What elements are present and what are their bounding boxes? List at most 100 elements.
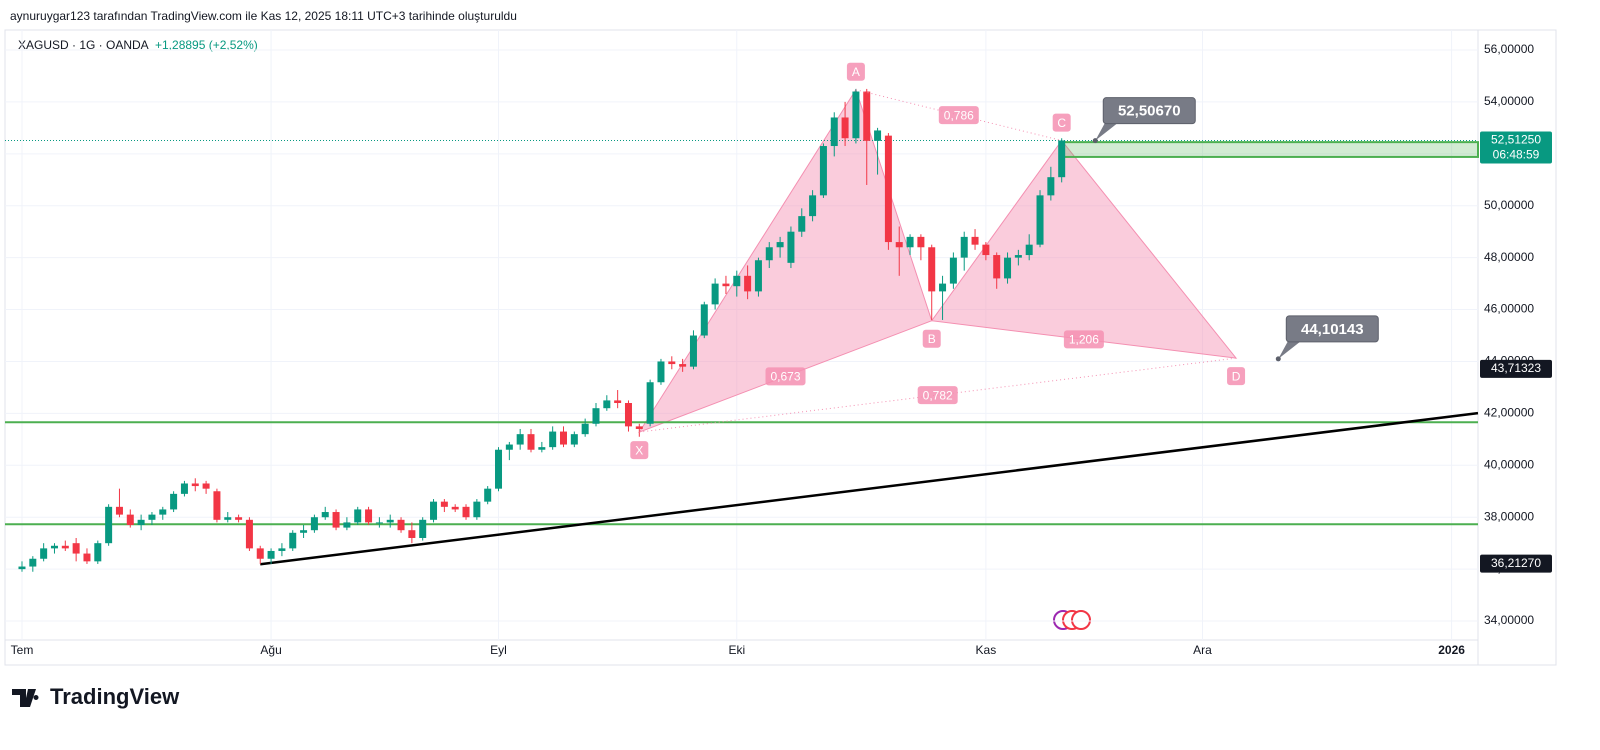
candle-body — [733, 275, 741, 287]
candle-body — [484, 488, 492, 502]
candle-body — [1004, 257, 1012, 279]
candle-body — [83, 553, 91, 562]
x-tick-label: Ağu — [260, 643, 281, 657]
ratio-label: 0,786 — [944, 108, 974, 122]
candle-body — [224, 517, 232, 520]
candle-body — [61, 545, 69, 549]
candle-body — [592, 408, 600, 424]
y-tick-label: 50,00000 — [1484, 198, 1534, 212]
candle-body — [440, 501, 448, 507]
pattern-triangle — [930, 139, 1238, 359]
event-icons — [1053, 610, 1091, 630]
ratio-box — [938, 106, 979, 125]
price-label: 52,51250 — [1491, 133, 1541, 147]
candle-body — [679, 364, 687, 367]
y-tick-label: 38,00000 — [1484, 509, 1534, 523]
candle-body — [668, 361, 676, 365]
price-label-box — [1480, 131, 1552, 164]
price-label-box — [1480, 554, 1552, 573]
candle-body — [776, 242, 784, 248]
candle-body — [202, 483, 210, 489]
candle-body — [354, 509, 362, 523]
logo-icon — [12, 689, 39, 707]
plot-area: 0,673 0,786 0,782 1,206 X A B C D 52,50670 44,1014… — [5, 30, 1480, 640]
candle-body — [18, 566, 26, 570]
candle-body — [798, 216, 806, 232]
y-tick-label: 54,00000 — [1484, 94, 1534, 108]
candle-body — [538, 447, 546, 450]
candle-body — [50, 545, 58, 549]
x-tick-label: Tem — [11, 643, 34, 657]
candle-body — [105, 506, 113, 544]
logo: TradingView — [12, 684, 180, 709]
candle-body — [126, 514, 134, 526]
candle-body — [819, 146, 827, 196]
point-box — [630, 441, 649, 460]
ratio-box — [765, 367, 806, 386]
trend-line — [260, 411, 1479, 566]
x-tick-label: Eki — [728, 643, 745, 657]
y-tick-label: 56,00000 — [1484, 42, 1534, 56]
candle-body — [462, 506, 470, 518]
candle-body — [711, 283, 719, 305]
candle-body — [635, 426, 643, 429]
candle-body — [72, 543, 80, 554]
candle-body — [581, 423, 589, 435]
candle-body — [1058, 140, 1066, 178]
y-tick-label: 42,00000 — [1484, 406, 1534, 420]
candle-body — [765, 247, 773, 261]
y-tick-label: 48,00000 — [1484, 250, 1534, 264]
candle-body — [495, 449, 503, 489]
candle-body — [94, 543, 102, 562]
candle-body — [841, 117, 849, 139]
candle-body — [386, 519, 394, 523]
candle-body — [1047, 177, 1055, 196]
candle-body — [603, 400, 611, 409]
candle-body — [365, 509, 373, 523]
axes: 34,0000036,0000038,0000040,0000042,00000… — [11, 42, 1552, 657]
candle-body — [1014, 255, 1022, 258]
candle-body — [332, 512, 340, 528]
y-tick-label: 40,00000 — [1484, 457, 1534, 471]
point-box — [1227, 367, 1246, 386]
candle-body — [419, 519, 427, 538]
point-box — [846, 62, 865, 81]
candle-body — [982, 244, 990, 256]
candle-body — [754, 260, 762, 292]
candle-body — [895, 242, 903, 248]
candle-body — [884, 135, 892, 243]
candle-body — [809, 195, 817, 217]
callout-box — [1102, 97, 1196, 125]
candle-body — [235, 517, 243, 520]
callout-point — [1092, 138, 1098, 144]
candle-body — [949, 257, 957, 284]
candle-body — [245, 519, 253, 549]
candle-body — [115, 506, 123, 515]
candle-body — [267, 550, 275, 559]
point-label: X — [635, 443, 643, 457]
price-label-box — [1480, 359, 1552, 378]
chart-frame — [4, 29, 1557, 666]
point-label: D — [1232, 369, 1241, 383]
candle-body — [40, 548, 48, 559]
candle-body — [614, 400, 622, 404]
candle-body — [722, 283, 730, 287]
candle-body — [170, 493, 178, 510]
callout-box — [1285, 315, 1379, 343]
ratio-label: 1,206 — [1069, 333, 1099, 347]
price-label-sub: 06:48:59 — [1493, 148, 1540, 162]
candle-body — [505, 444, 513, 450]
candle-body — [971, 236, 979, 245]
candle-body — [191, 483, 199, 487]
candle-body — [917, 236, 925, 248]
candle-body — [1025, 244, 1033, 256]
candle-body — [310, 517, 318, 531]
candle-body — [516, 434, 524, 445]
candle-body — [559, 431, 567, 445]
candle-body — [657, 361, 665, 383]
callout-point — [1275, 356, 1281, 362]
point-label: A — [852, 65, 860, 79]
candle-body — [289, 532, 297, 549]
candle-body — [180, 483, 188, 494]
